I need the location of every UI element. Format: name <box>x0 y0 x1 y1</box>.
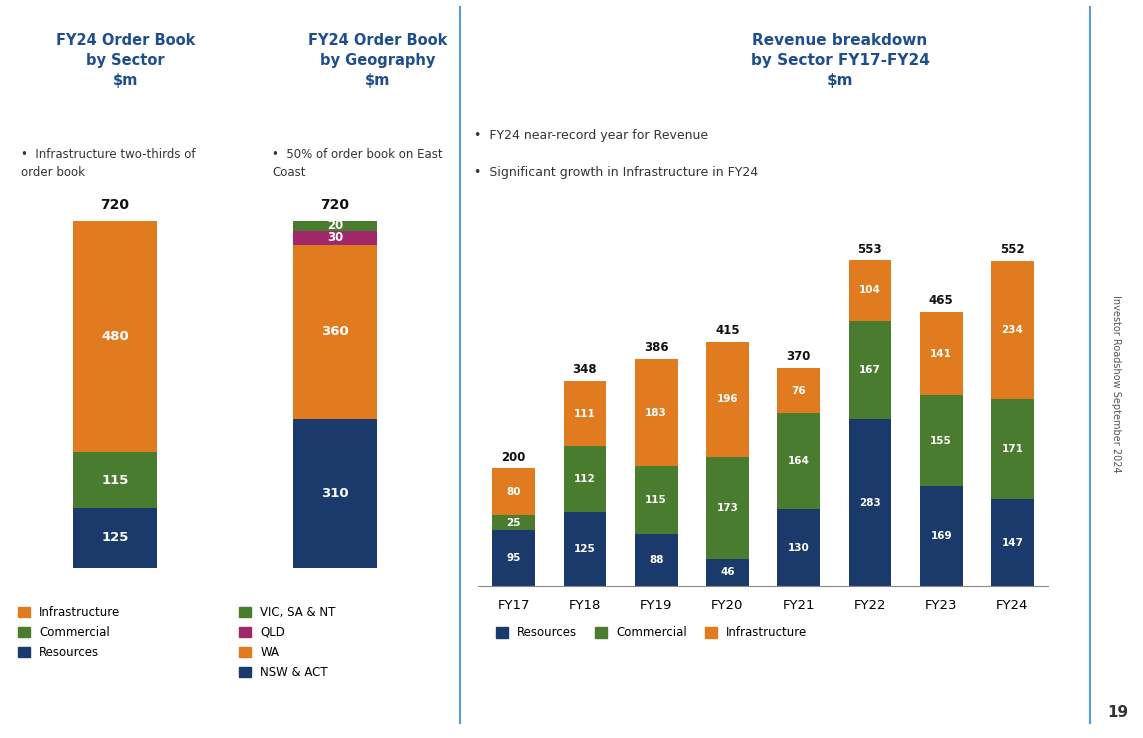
Text: 104: 104 <box>858 286 881 295</box>
Text: •  50% of order book on East
Coast: • 50% of order book on East Coast <box>272 148 442 179</box>
Bar <box>293 221 377 231</box>
Text: 370: 370 <box>786 351 810 363</box>
Bar <box>73 452 157 508</box>
Text: 20: 20 <box>327 219 343 232</box>
Text: •  Significant growth in Infrastructure in FY24: • Significant growth in Infrastructure i… <box>474 166 759 179</box>
Text: 552: 552 <box>1000 244 1024 256</box>
Text: 171: 171 <box>1001 444 1023 454</box>
Text: 125: 125 <box>102 531 129 545</box>
Text: 155: 155 <box>930 436 952 446</box>
Text: 196: 196 <box>717 394 738 404</box>
Bar <box>920 396 962 486</box>
Bar <box>73 508 157 568</box>
Text: 169: 169 <box>930 531 952 541</box>
Bar <box>777 509 820 586</box>
Text: 720: 720 <box>101 199 129 213</box>
Text: 30: 30 <box>327 232 343 244</box>
Bar <box>73 221 157 452</box>
Text: 167: 167 <box>858 365 881 375</box>
Text: 115: 115 <box>646 495 668 506</box>
Text: 348: 348 <box>573 363 597 376</box>
Bar <box>777 368 820 413</box>
Bar <box>991 261 1033 399</box>
Text: 183: 183 <box>646 407 668 418</box>
Text: 125: 125 <box>574 544 596 554</box>
Text: 173: 173 <box>717 503 738 513</box>
Bar <box>293 418 377 568</box>
Text: Investor Roadshow September 2024: Investor Roadshow September 2024 <box>1111 295 1120 472</box>
Text: 130: 130 <box>788 542 809 553</box>
Text: 415: 415 <box>716 324 740 337</box>
Text: 283: 283 <box>860 497 881 508</box>
Text: 19: 19 <box>1108 705 1128 720</box>
Text: 720: 720 <box>320 199 350 213</box>
Bar <box>991 399 1033 500</box>
Bar <box>848 260 892 321</box>
Text: 310: 310 <box>321 487 349 500</box>
Text: 553: 553 <box>857 243 882 255</box>
Bar <box>848 419 892 586</box>
Bar <box>634 359 678 466</box>
Text: FY24 Order Book
by Sector
$m: FY24 Order Book by Sector $m <box>56 33 195 88</box>
Legend: Resources, Commercial, Infrastructure: Resources, Commercial, Infrastructure <box>496 627 807 640</box>
Text: •  FY24 near-record year for Revenue: • FY24 near-record year for Revenue <box>474 129 709 142</box>
Text: 360: 360 <box>321 325 349 338</box>
Bar <box>563 512 606 586</box>
Bar <box>777 413 820 509</box>
Text: 386: 386 <box>644 341 669 354</box>
Bar <box>634 534 678 586</box>
Text: 80: 80 <box>506 487 521 497</box>
Text: Revenue breakdown
by Sector FY17-FY24
$m: Revenue breakdown by Sector FY17-FY24 $m <box>751 33 929 88</box>
Bar <box>493 515 535 530</box>
Text: 25: 25 <box>506 517 521 528</box>
Text: 141: 141 <box>930 349 952 359</box>
Bar <box>293 245 377 418</box>
Text: FY24 Order Book
by Geography
$m: FY24 Order Book by Geography $m <box>307 33 447 88</box>
Bar <box>563 446 606 512</box>
Text: 46: 46 <box>720 568 735 577</box>
Text: 164: 164 <box>788 456 809 466</box>
Legend: VIC, SA & NT, QLD, WA, NSW & ACT: VIC, SA & NT, QLD, WA, NSW & ACT <box>239 606 336 679</box>
Bar <box>563 381 606 446</box>
Bar <box>991 500 1033 586</box>
Text: 465: 465 <box>929 294 953 308</box>
Bar <box>493 468 535 515</box>
Bar <box>706 559 749 586</box>
Text: 480: 480 <box>101 330 129 343</box>
Bar <box>706 457 749 559</box>
Text: 88: 88 <box>649 555 663 565</box>
Text: 200: 200 <box>502 450 526 463</box>
Text: 115: 115 <box>102 474 129 486</box>
Text: •  Infrastructure two-thirds of
order book: • Infrastructure two-thirds of order boo… <box>21 148 195 179</box>
Bar <box>634 466 678 534</box>
Bar <box>493 530 535 586</box>
Text: 147: 147 <box>1001 538 1023 548</box>
Bar <box>848 321 892 419</box>
Bar <box>706 342 749 457</box>
Bar <box>920 486 962 586</box>
Legend: Infrastructure, Commercial, Resources: Infrastructure, Commercial, Resources <box>18 606 120 659</box>
Text: 111: 111 <box>574 409 596 418</box>
Text: 76: 76 <box>791 385 806 396</box>
Text: 95: 95 <box>506 553 521 563</box>
Text: 234: 234 <box>1001 325 1023 335</box>
Bar <box>920 312 962 396</box>
Text: 112: 112 <box>574 475 596 484</box>
Bar <box>293 231 377 245</box>
